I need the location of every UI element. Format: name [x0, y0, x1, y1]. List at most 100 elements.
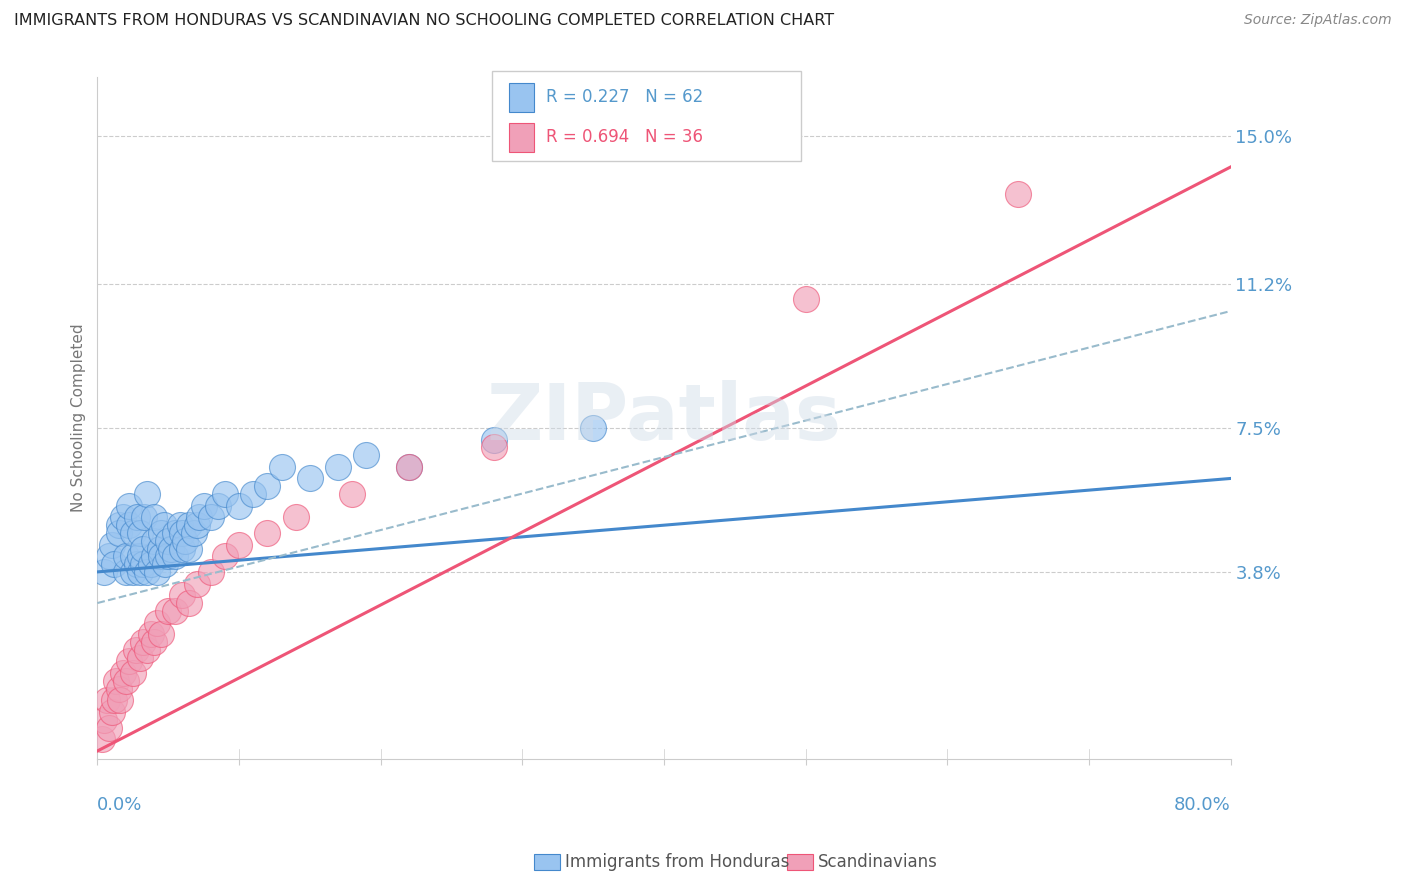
Point: [172, 588, 194, 602]
Point: [103, 557, 125, 571]
Text: Scandinavians: Scandinavians: [818, 853, 938, 871]
Point: [114, 549, 136, 564]
Point: [1007, 187, 1029, 202]
Point: [117, 499, 139, 513]
Point: [214, 549, 236, 564]
Point: [174, 533, 197, 548]
Point: [141, 557, 163, 571]
Text: R = 0.694   N = 36: R = 0.694 N = 36: [546, 128, 703, 146]
Point: [108, 693, 131, 707]
Point: [165, 525, 187, 540]
Point: [128, 549, 150, 564]
Point: [160, 541, 183, 556]
Point: [143, 510, 166, 524]
Point: [398, 459, 420, 474]
Point: [284, 510, 307, 524]
Point: [200, 565, 222, 579]
Point: [183, 525, 205, 540]
Point: [104, 673, 127, 688]
Point: [157, 549, 180, 564]
Point: [157, 533, 180, 548]
Point: [179, 596, 201, 610]
Point: [342, 487, 364, 501]
Point: [131, 541, 153, 556]
Point: [165, 604, 187, 618]
Point: [207, 499, 229, 513]
Point: [114, 565, 136, 579]
Point: [100, 705, 122, 719]
Point: [132, 510, 155, 524]
Point: [100, 538, 122, 552]
Point: [97, 721, 120, 735]
Point: [172, 541, 194, 556]
Point: [150, 549, 173, 564]
Point: [111, 666, 134, 681]
Text: Source: ZipAtlas.com: Source: ZipAtlas.com: [1244, 13, 1392, 28]
Point: [136, 487, 159, 501]
Point: [356, 448, 378, 462]
Point: [214, 487, 236, 501]
Point: [256, 479, 278, 493]
Point: [256, 525, 278, 540]
Point: [398, 459, 420, 474]
Text: ZIPatlas: ZIPatlas: [486, 380, 841, 456]
Point: [228, 499, 250, 513]
Point: [149, 541, 172, 556]
Point: [482, 433, 505, 447]
Point: [298, 471, 321, 485]
Point: [143, 635, 166, 649]
Point: [165, 549, 187, 564]
Point: [146, 565, 169, 579]
Point: [200, 510, 222, 524]
Point: [111, 510, 134, 524]
Point: [128, 525, 150, 540]
Point: [270, 459, 292, 474]
Point: [96, 693, 118, 707]
Point: [157, 604, 180, 618]
Y-axis label: No Schooling Completed: No Schooling Completed: [72, 324, 86, 512]
Point: [107, 681, 129, 696]
Text: 0.0%: 0.0%: [97, 797, 143, 814]
Point: [90, 732, 112, 747]
Point: [150, 525, 173, 540]
Text: 80.0%: 80.0%: [1174, 797, 1230, 814]
Point: [121, 549, 143, 564]
Point: [794, 293, 817, 307]
Point: [117, 518, 139, 533]
Point: [136, 642, 159, 657]
Text: IMMIGRANTS FROM HONDURAS VS SCANDINAVIAN NO SCHOOLING COMPLETED CORRELATION CHAR: IMMIGRANTS FROM HONDURAS VS SCANDINAVIAN…: [14, 13, 834, 29]
Point: [114, 673, 136, 688]
Point: [121, 666, 143, 681]
Point: [107, 525, 129, 540]
Point: [121, 565, 143, 579]
Point: [143, 549, 166, 564]
Point: [143, 533, 166, 548]
Point: [141, 627, 163, 641]
Point: [186, 576, 208, 591]
Point: [228, 538, 250, 552]
Point: [242, 487, 264, 501]
Point: [93, 565, 115, 579]
Point: [482, 440, 505, 454]
Point: [107, 518, 129, 533]
Point: [117, 655, 139, 669]
Point: [103, 693, 125, 707]
Point: [136, 565, 159, 579]
Point: [169, 518, 191, 533]
Text: Immigrants from Honduras: Immigrants from Honduras: [565, 853, 790, 871]
Point: [328, 459, 350, 474]
Point: [128, 565, 150, 579]
Point: [153, 518, 176, 533]
Point: [179, 541, 201, 556]
Point: [155, 557, 177, 571]
Point: [172, 525, 194, 540]
Point: [125, 557, 148, 571]
Point: [125, 510, 148, 524]
Point: [124, 642, 146, 657]
Point: [193, 499, 215, 513]
Point: [93, 713, 115, 727]
Point: [146, 615, 169, 630]
Point: [150, 627, 173, 641]
Point: [131, 557, 153, 571]
Point: [97, 549, 120, 564]
